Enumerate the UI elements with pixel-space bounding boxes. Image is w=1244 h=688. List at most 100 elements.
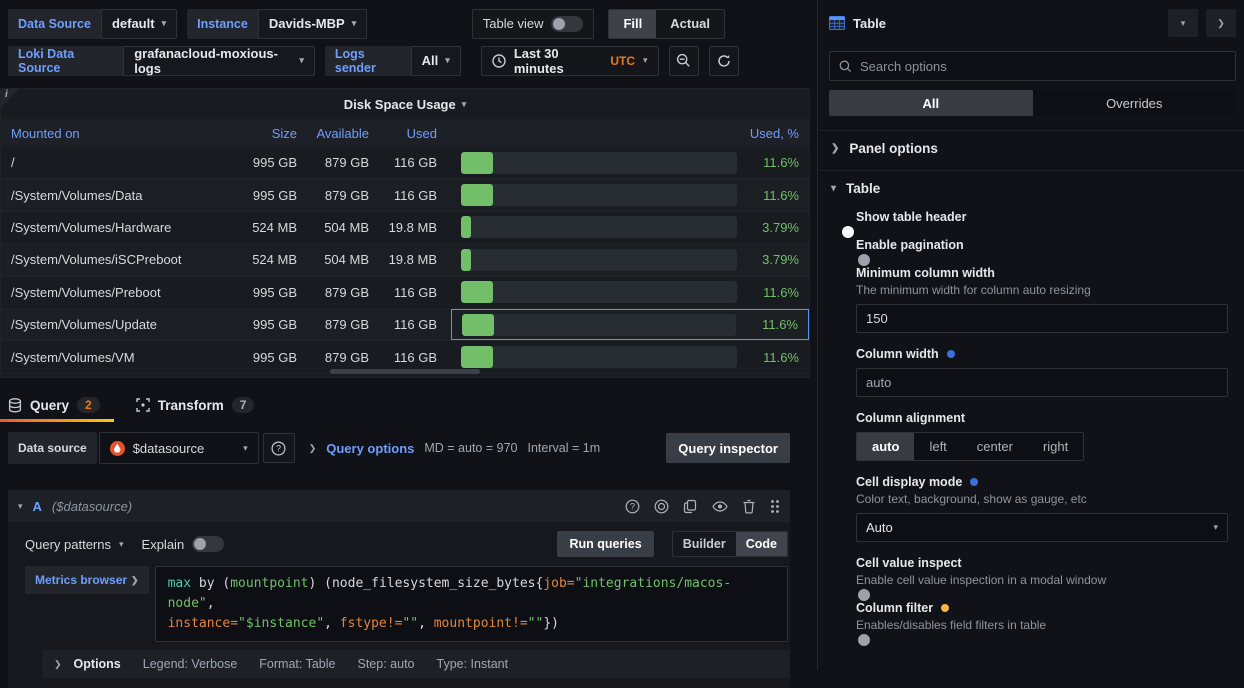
- alignment-option-auto[interactable]: auto: [857, 433, 915, 460]
- cell-used-pct-gauge[interactable]: 11.6%: [451, 147, 809, 178]
- query-options-footer[interactable]: ❯ Options Legend: Verbose Format: Table …: [42, 650, 790, 679]
- duplicate-query-icon[interactable]: [683, 499, 698, 514]
- code-button[interactable]: Code: [735, 532, 787, 556]
- option-show-table-header: Show table header: [842, 210, 1228, 238]
- alignment-option-left[interactable]: left: [929, 439, 947, 454]
- column-width-input[interactable]: auto: [856, 368, 1228, 397]
- cell-used-pct-gauge[interactable]: 11.6%: [451, 308, 809, 341]
- cell-used-pct-gauge[interactable]: 3.79%: [451, 212, 809, 243]
- gauge-fill: [461, 216, 472, 239]
- help-icon[interactable]: ?: [625, 499, 640, 514]
- collapse-sidebar-button[interactable]: ❯: [1206, 9, 1236, 37]
- tab-overrides[interactable]: Overrides: [1106, 95, 1163, 111]
- cell-available: 504 MB: [324, 252, 369, 268]
- alignment-option-center[interactable]: center: [976, 439, 1013, 454]
- refresh-button[interactable]: [708, 45, 739, 76]
- cell-used-pct-gauge[interactable]: 11.6%: [451, 341, 809, 372]
- code-token: ,: [418, 616, 434, 632]
- modified-indicator-dot: [970, 478, 979, 486]
- table-row[interactable]: /System/Volumes/Preboot 995 GB 879 GB 116 G…: [1, 277, 809, 309]
- drag-handle-icon[interactable]: [770, 499, 780, 514]
- promql-code-editor[interactable]: max by (mountpoint) (node_filesystem_siz…: [154, 566, 788, 643]
- tab-all[interactable]: All: [829, 90, 1033, 116]
- actual-button[interactable]: Actual: [670, 16, 710, 31]
- instance-variable-select[interactable]: Davids-MBP ▾: [257, 8, 368, 39]
- gauge-value: 11.6%: [763, 284, 799, 300]
- table-view-switch[interactable]: Table view: [471, 8, 595, 39]
- logs-sender-select[interactable]: All ▾: [410, 45, 461, 76]
- disk-space-usage-panel: i Disk Space Usage ▾ Mounted on Size Avai…: [0, 88, 810, 378]
- table-row[interactable]: /System/Volumes/Data 995 GB 879 GB 116 GB 11…: [1, 179, 809, 211]
- panel-options-section[interactable]: ❯ Panel options: [819, 130, 1244, 156]
- panel-title[interactable]: Disk Space Usage ▾: [343, 96, 467, 112]
- table-header-row: Mounted on Size Available Used Used, %: [1, 119, 809, 147]
- column-header-available[interactable]: Available: [316, 125, 369, 141]
- query-editor-row-a: ▾ A ($datasource) ? Query patterns ▾ Expl…: [8, 490, 790, 688]
- time-range-picker[interactable]: Last 30 minutes UTC ▾: [480, 45, 659, 76]
- search-options-input[interactable]: [860, 58, 1226, 74]
- options-search[interactable]: [829, 51, 1236, 81]
- table-row[interactable]: /System/Volumes/iSCPreboot 524 MB 504 MB 19…: [1, 244, 809, 276]
- gauge-track: [462, 313, 736, 336]
- cell-available: 504 MB: [324, 219, 369, 235]
- tab-transform[interactable]: Transform 7: [136, 388, 255, 422]
- loki-data-source-variable: Loki Data Source grafanacloud-moxious-lo…: [8, 45, 315, 76]
- query-options-summary[interactable]: ❯ Query options MD = auto = 970 Interval…: [308, 440, 601, 456]
- fill-button[interactable]: Fill: [609, 9, 657, 38]
- disable-query-icon[interactable]: [654, 499, 669, 514]
- cell-used-pct-gauge[interactable]: 11.6%: [451, 277, 809, 308]
- cell-available: 879 GB: [324, 317, 369, 333]
- code-token: ) (: [308, 576, 332, 591]
- data-source-variable-label: Data Source: [8, 8, 101, 39]
- builder-button[interactable]: Builder: [682, 537, 726, 551]
- panel-info-corner-icon[interactable]: [1, 89, 19, 107]
- column-header-used-pct[interactable]: Used, %: [749, 125, 799, 141]
- query-patterns-dropdown[interactable]: Query patterns ▾: [25, 536, 124, 552]
- zoom-out-button[interactable]: [668, 45, 699, 76]
- run-queries-button[interactable]: Run queries: [557, 531, 654, 557]
- collapse-query-icon[interactable]: ▾: [18, 500, 23, 511]
- cell-used-pct-gauge[interactable]: 3.79%: [451, 244, 809, 275]
- metrics-browser-button[interactable]: Metrics browser ❯: [25, 566, 149, 594]
- horizontal-scrollbar[interactable]: [330, 369, 480, 374]
- query-ref-id: A: [32, 498, 42, 514]
- table-row[interactable]: /System/Volumes/Hardware 524 MB 504 MB 19.8…: [1, 212, 809, 244]
- cell-used-pct-gauge[interactable]: 11.6%: [451, 179, 809, 210]
- alignment-option-right[interactable]: right: [1042, 439, 1069, 454]
- time-range-label: Last 30 minutes: [513, 45, 564, 76]
- column-header-mounted-on[interactable]: Mounted on: [11, 125, 80, 141]
- hide-response-eye-icon[interactable]: [712, 499, 728, 514]
- chevron-right-icon: ❯: [54, 658, 62, 669]
- format-summary: Format: Table: [259, 657, 336, 672]
- loki-data-source-select[interactable]: grafanacloud-moxious-logs ▾: [123, 45, 315, 76]
- explain-switch[interactable]: Explain: [142, 536, 225, 552]
- column-header-size[interactable]: Size: [271, 125, 297, 141]
- data-source-picker-label: Data source: [8, 432, 97, 464]
- chevron-right-icon: ❯: [131, 574, 139, 585]
- data-source-variable-select[interactable]: default ▾: [100, 8, 178, 39]
- cell-available: 879 GB: [324, 284, 369, 300]
- gauge-track: [461, 151, 737, 174]
- tab-query[interactable]: Query 2: [0, 388, 114, 422]
- clock-icon: [492, 53, 506, 68]
- visualization-chevron-button[interactable]: ▾: [1168, 9, 1198, 37]
- trash-icon[interactable]: [742, 499, 756, 514]
- cell-mounted-on: /System/Volumes/iSCPreboot: [11, 252, 182, 268]
- query-row-header[interactable]: ▾ A ($datasource) ?: [8, 490, 790, 522]
- query-inspector-button[interactable]: Query inspector: [666, 433, 790, 463]
- gauge-value: 11.6%: [763, 187, 799, 203]
- explain-toggle[interactable]: [192, 536, 225, 552]
- data-source-help-button[interactable]: ?: [262, 433, 295, 463]
- column-alignment-group: auto left center right: [856, 432, 1085, 461]
- data-source-picker[interactable]: $datasource ▾: [98, 432, 259, 464]
- database-icon: [8, 397, 22, 413]
- table-view-toggle[interactable]: [551, 15, 584, 32]
- table-row[interactable]: /System/Volumes/Update 995 GB 879 GB 116 GB…: [1, 308, 809, 341]
- cell-display-mode-select[interactable]: Auto ▾: [856, 513, 1228, 542]
- table-row[interactable]: /System/Volumes/VM 995 GB 879 GB 116 GB 11.6…: [1, 341, 809, 373]
- column-header-used[interactable]: Used: [406, 125, 437, 141]
- visualization-picker[interactable]: Table: [853, 15, 886, 31]
- table-options-section[interactable]: ▾ Table: [819, 170, 1244, 196]
- min-column-width-input[interactable]: 150: [856, 304, 1228, 333]
- table-row[interactable]: / 995 GB 879 GB 116 GB 11.6%: [1, 147, 809, 179]
